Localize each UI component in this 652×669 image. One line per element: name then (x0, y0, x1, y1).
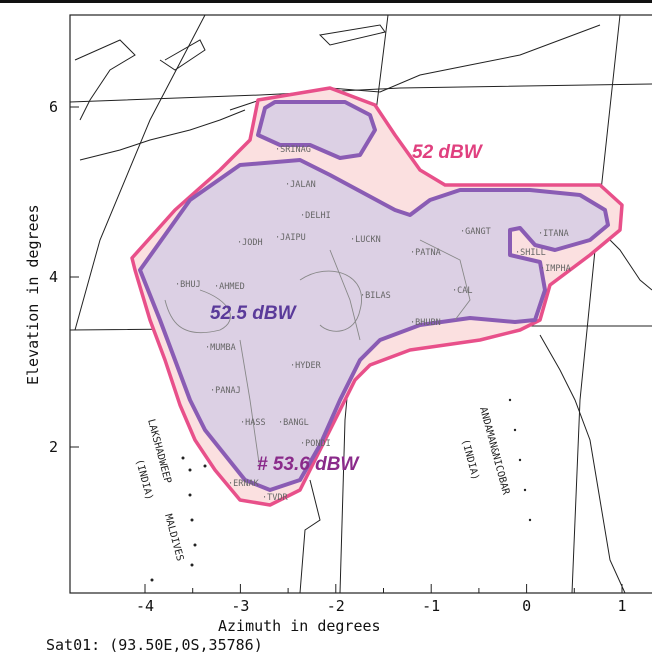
city-label: ·BHUJ (175, 280, 201, 290)
level-label-52-5: 52.5 dBW (210, 303, 298, 324)
city-label: ·DELHI (300, 211, 331, 221)
city-label: ·PANAJ (210, 386, 241, 396)
city-label: ·SRINAG (275, 145, 311, 155)
city-label: ·HYDER (290, 361, 322, 371)
region-andaman-nicobar: ANDAMAN&NICOBAR (477, 406, 511, 497)
city-label: ·ERNAK (228, 479, 260, 489)
contour-52-5dbw-north (256, 100, 377, 160)
x-tick-label: 0 (522, 597, 531, 615)
city-label: ·BHUBN (410, 318, 441, 328)
region-maldives: MALDIVES (162, 513, 185, 562)
city-label: ·AHMED (214, 282, 245, 292)
x-tick-label: -2 (327, 597, 345, 615)
city-label: ·PONDI (300, 439, 331, 449)
city-label: ·BILAS (360, 291, 391, 301)
city-label: ·CAL (452, 286, 472, 296)
x-tick-label: -3 (231, 597, 249, 615)
level-label-52: 52 dBW (412, 142, 484, 163)
city-label: ·JALAN (285, 180, 316, 190)
satellite-caption: Sat01: (93.50E,0S,35786) (46, 636, 263, 654)
city-label: ·SHILL (515, 248, 546, 258)
region-andaman-country: (INDIA) (459, 438, 481, 482)
y-tick-label: 2 (49, 438, 58, 456)
city-label: ·HASS (240, 418, 266, 428)
level-label-53-6: # 53.6 dBW (257, 454, 360, 475)
x-axis-title: Azimuth in degrees (218, 617, 381, 635)
city-label: ·PATNA (410, 248, 441, 258)
city-label: ·JODH (237, 238, 263, 248)
y-tick-label: 6 (49, 98, 58, 116)
x-axis: -4 -3 -2 -1 0 1 (136, 584, 627, 615)
region-lakshadweep-country: (INDIA) (133, 458, 155, 502)
city-label: ·LUCKN (350, 235, 381, 245)
y-axis-title: Elevation in degrees (24, 204, 42, 385)
city-label: ·MUMBA (205, 343, 236, 353)
city-label: ·IMPHA (540, 264, 571, 274)
y-tick-label: 4 (49, 268, 58, 286)
state-borders (164, 239, 471, 471)
x-tick-label: -4 (136, 597, 154, 615)
x-tick-label: -1 (422, 597, 440, 615)
city-label: ·ITANA (538, 229, 569, 239)
city-label: ·BANGL (278, 418, 309, 428)
city-labels: ·SRINAG ·JALAN ·DELHI ·JAIPU ·JODH ·LUCKN ·PAT… (175, 145, 571, 503)
city-label: ·JAIPU (275, 233, 306, 243)
y-axis: 2 4 6 (49, 98, 79, 456)
region-lakshadweep: LAKSHADWEEP (145, 418, 173, 485)
top-border (0, 0, 652, 3)
city-label: ·GANGT (460, 227, 491, 237)
island-dots (150, 398, 532, 582)
plot-frame (69, 14, 652, 594)
city-label: ·TVDR (262, 493, 288, 503)
contour-52-5dbw (138, 158, 610, 492)
x-tick-label: 1 (617, 597, 626, 615)
